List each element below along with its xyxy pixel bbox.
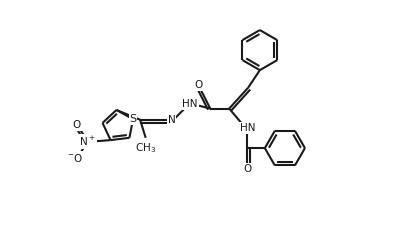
Text: N$^+$: N$^+$ [79,135,96,148]
Text: O: O [195,80,203,90]
Text: HN: HN [183,99,198,109]
Text: O: O [73,120,81,130]
Text: $^{-}$O: $^{-}$O [66,152,83,164]
Text: HN: HN [239,123,255,133]
Text: CH$_3$: CH$_3$ [135,141,156,155]
Text: O: O [243,164,251,174]
Text: N: N [168,115,176,125]
Text: S: S [129,114,137,124]
